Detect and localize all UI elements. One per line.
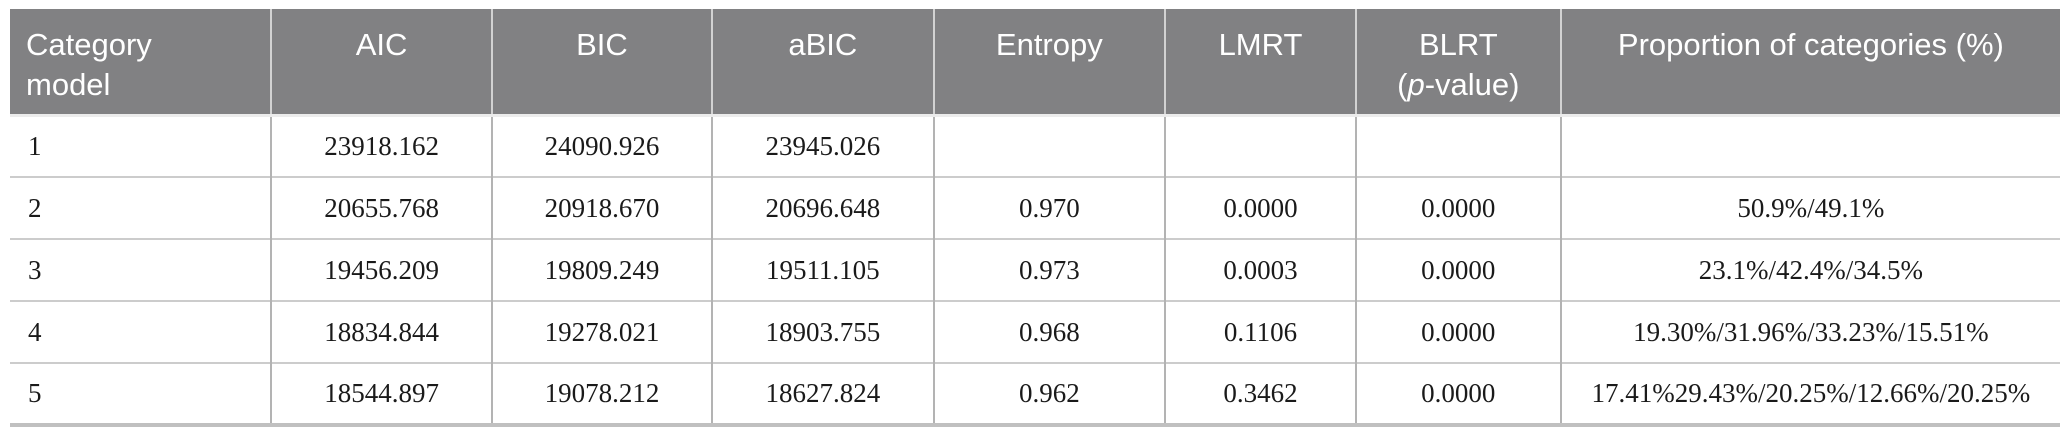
cell-bic: 19078.212 bbox=[490, 362, 713, 427]
cell-entropy: 0.973 bbox=[932, 238, 1166, 301]
table-row: 4 18834.844 19278.021 18903.755 0.968 0.… bbox=[10, 300, 2060, 363]
cell-entropy: 0.970 bbox=[932, 176, 1166, 239]
header-blrt-line2: (p-value) bbox=[1397, 67, 1520, 103]
cell-bic: 19278.021 bbox=[490, 300, 713, 363]
header-proportion: Proportion of categories (%) bbox=[1559, 9, 2060, 115]
header-row: Category model AIC BIC aBIC Entropy LMRT… bbox=[10, 9, 2060, 115]
table-row: 1 23918.162 24090.926 23945.026 bbox=[10, 113, 2060, 177]
table-row: 3 19456.209 19809.249 19511.105 0.973 0.… bbox=[10, 238, 2060, 301]
header-category-model: Category model bbox=[10, 9, 272, 115]
cell-blrt bbox=[1354, 113, 1561, 177]
cell-proportion: 50.9%/49.1% bbox=[1559, 176, 2060, 239]
cell-abic: 23945.026 bbox=[711, 113, 934, 177]
cell-lmrt: 0.0000 bbox=[1164, 176, 1356, 239]
cell-lmrt: 0.3462 bbox=[1164, 362, 1356, 427]
cell-proportion: 23.1%/42.4%/34.5% bbox=[1559, 238, 2060, 301]
cell-category-model: 1 bbox=[10, 113, 272, 177]
cell-blrt: 0.0000 bbox=[1354, 300, 1561, 363]
cell-abic: 18903.755 bbox=[711, 300, 934, 363]
cell-aic: 18834.844 bbox=[270, 300, 492, 363]
cell-category-model: 3 bbox=[10, 238, 272, 301]
cell-category-model: 4 bbox=[10, 300, 272, 363]
header-aic: AIC bbox=[270, 9, 492, 115]
cell-bic: 19809.249 bbox=[490, 238, 713, 301]
header-abic: aBIC bbox=[711, 9, 934, 115]
cell-abic: 18627.824 bbox=[711, 362, 934, 427]
cell-aic: 18544.897 bbox=[270, 362, 492, 427]
table-row: 5 18544.897 19078.212 18627.824 0.962 0.… bbox=[10, 362, 2060, 427]
cell-category-model: 2 bbox=[10, 176, 272, 239]
cell-bic: 20918.670 bbox=[490, 176, 713, 239]
header-blrt: BLRT (p-value) bbox=[1354, 9, 1561, 115]
cell-abic: 19511.105 bbox=[711, 238, 934, 301]
model-fit-table: Category model AIC BIC aBIC Entropy LMRT… bbox=[10, 9, 2060, 427]
cell-abic: 20696.648 bbox=[711, 176, 934, 239]
cell-aic: 23918.162 bbox=[270, 113, 492, 177]
cell-aic: 19456.209 bbox=[270, 238, 492, 301]
header-blrt-p-italic: p bbox=[1407, 67, 1425, 103]
header-blrt-line1: BLRT bbox=[1418, 27, 1498, 62]
table-header: Category model AIC BIC aBIC Entropy LMRT… bbox=[10, 9, 2060, 115]
cell-proportion bbox=[1559, 113, 2060, 177]
cell-category-model: 5 bbox=[10, 362, 272, 427]
header-entropy: Entropy bbox=[932, 9, 1166, 115]
cell-blrt: 0.0000 bbox=[1354, 176, 1561, 239]
header-lmrt: LMRT bbox=[1164, 9, 1356, 115]
cell-blrt: 0.0000 bbox=[1354, 238, 1561, 301]
cell-lmrt bbox=[1164, 113, 1356, 177]
header-bic: BIC bbox=[490, 9, 713, 115]
table-body: 1 23918.162 24090.926 23945.026 2 20655.… bbox=[10, 113, 2060, 427]
cell-lmrt: 0.0003 bbox=[1164, 238, 1356, 301]
cell-entropy: 0.968 bbox=[932, 300, 1166, 363]
cell-entropy: 0.962 bbox=[932, 362, 1166, 427]
cell-proportion: 17.41%29.43%/20.25%/12.66%/20.25% bbox=[1559, 362, 2060, 427]
table-row: 2 20655.768 20918.670 20696.648 0.970 0.… bbox=[10, 176, 2060, 239]
cell-aic: 20655.768 bbox=[270, 176, 492, 239]
cell-lmrt: 0.1106 bbox=[1164, 300, 1356, 363]
cell-entropy bbox=[932, 113, 1166, 177]
cell-blrt: 0.0000 bbox=[1354, 362, 1561, 427]
cell-proportion: 19.30%/31.96%/33.23%/15.51% bbox=[1559, 300, 2060, 363]
cell-bic: 24090.926 bbox=[490, 113, 713, 177]
